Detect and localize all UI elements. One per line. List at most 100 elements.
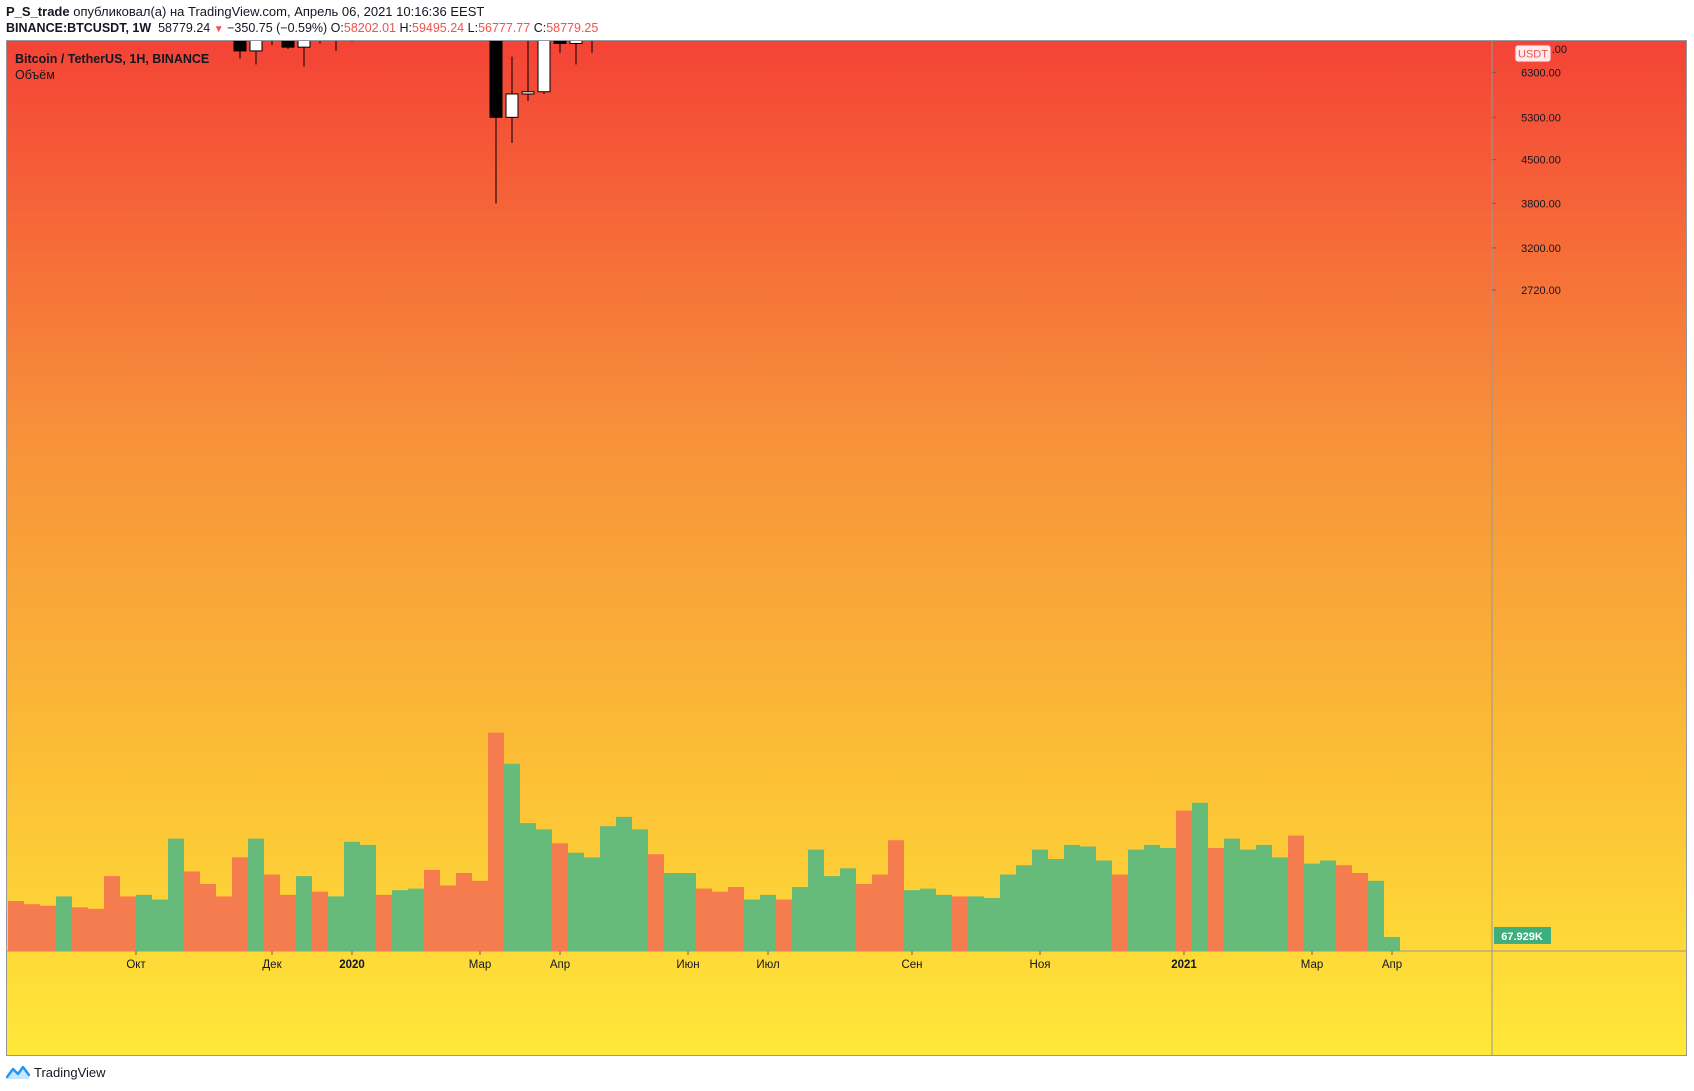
volume-bar[interactable]: [1080, 846, 1096, 951]
tradingview-footer[interactable]: TradingView: [6, 1064, 106, 1080]
volume-bar[interactable]: [104, 876, 120, 951]
volume-bar[interactable]: [568, 852, 584, 951]
candle[interactable]: [489, 41, 503, 118]
volume-bar[interactable]: [408, 888, 424, 951]
volume-bar[interactable]: [248, 838, 264, 951]
volume-bar[interactable]: [72, 907, 88, 951]
volume-bar[interactable]: [1224, 838, 1240, 951]
volume-bar[interactable]: [952, 896, 968, 951]
volume-bar[interactable]: [1368, 880, 1384, 951]
volume-bar[interactable]: [1032, 849, 1048, 951]
volume-bar[interactable]: [264, 874, 280, 951]
volume-bar[interactable]: [424, 869, 440, 951]
volume-bar[interactable]: [520, 823, 536, 951]
volume-bar[interactable]: [552, 843, 568, 951]
volume-bar[interactable]: [600, 826, 616, 951]
volume-bar[interactable]: [856, 883, 872, 951]
volume-bar[interactable]: [904, 890, 920, 951]
volume-bar[interactable]: [328, 896, 344, 951]
volume-bar[interactable]: [344, 841, 360, 951]
volume-bar[interactable]: [1048, 858, 1064, 951]
volume-bar[interactable]: [1176, 810, 1192, 951]
volume-bar[interactable]: [56, 896, 72, 951]
volume-bar[interactable]: [536, 829, 552, 951]
volume-bar[interactable]: [968, 896, 984, 951]
volume-bar[interactable]: [1272, 857, 1288, 951]
volume-bar[interactable]: [472, 880, 488, 951]
volume-bar[interactable]: [872, 874, 888, 951]
currency-badge[interactable]: [1514, 44, 1552, 63]
volume-bar[interactable]: [616, 816, 632, 951]
volume-bar[interactable]: [40, 905, 56, 951]
volume-bar[interactable]: [648, 854, 664, 951]
volume-bar[interactable]: [296, 876, 312, 951]
volume-bar[interactable]: [680, 873, 696, 951]
candle[interactable]: [553, 41, 567, 44]
volume-bar[interactable]: [168, 838, 184, 951]
candle[interactable]: [281, 41, 295, 48]
volume-bar[interactable]: [696, 888, 712, 951]
volume-bar[interactable]: [440, 885, 456, 951]
volume-bar[interactable]: [392, 890, 408, 951]
volume-bar[interactable]: [888, 840, 904, 951]
volume-bar[interactable]: [1208, 848, 1224, 951]
volume-bar[interactable]: [1112, 874, 1128, 951]
volume-bar[interactable]: [184, 871, 200, 951]
volume-bar[interactable]: [360, 844, 376, 951]
volume-bar[interactable]: [1096, 860, 1112, 951]
volume-bar[interactable]: [88, 908, 104, 951]
volume-bar[interactable]: [376, 894, 392, 951]
volume-bar[interactable]: [280, 894, 296, 951]
candle[interactable]: [521, 91, 535, 95]
volume-bar[interactable]: [1144, 844, 1160, 951]
volume-bar[interactable]: [200, 883, 216, 951]
volume-bar[interactable]: [136, 894, 152, 951]
volume-bar[interactable]: [1256, 844, 1272, 951]
volume-bar[interactable]: [936, 894, 952, 951]
volume-bar[interactable]: [1336, 865, 1352, 951]
author-name[interactable]: P_S_trade: [6, 4, 70, 19]
volume-bar[interactable]: [1064, 844, 1080, 951]
volume-bar[interactable]: [312, 891, 328, 951]
candle[interactable]: [537, 41, 551, 93]
volume-bar[interactable]: [1320, 860, 1336, 951]
volume-bar[interactable]: [232, 857, 248, 951]
volume-bar[interactable]: [584, 857, 600, 951]
volume-bar[interactable]: [760, 894, 776, 951]
volume-bar[interactable]: [1304, 863, 1320, 951]
candle[interactable]: [297, 41, 311, 48]
volume-bar[interactable]: [632, 829, 648, 951]
volume-bar[interactable]: [8, 901, 24, 951]
volume-bar[interactable]: [24, 904, 40, 951]
volume-bar[interactable]: [152, 899, 168, 951]
volume-bar[interactable]: [488, 732, 504, 951]
volume-bar[interactable]: [120, 896, 136, 951]
volume-bar[interactable]: [1352, 873, 1368, 951]
volume-bar[interactable]: [504, 763, 520, 951]
volume-bar[interactable]: [792, 887, 808, 951]
volume-bar[interactable]: [712, 891, 728, 951]
volume-bar[interactable]: [1384, 936, 1400, 951]
volume-bar[interactable]: [1016, 865, 1032, 951]
volume-bar[interactable]: [728, 887, 744, 951]
candle[interactable]: [505, 93, 519, 118]
volume-bar[interactable]: [1240, 849, 1256, 951]
volume-bar[interactable]: [1128, 849, 1144, 951]
candle[interactable]: [233, 41, 247, 52]
volume-bar[interactable]: [824, 876, 840, 951]
volume-bar[interactable]: [1288, 835, 1304, 951]
volume-bar[interactable]: [808, 849, 824, 951]
volume-bar[interactable]: [456, 873, 472, 951]
chart-area[interactable]: 300000.00250000.00210000.00170000.001400…: [6, 40, 1687, 1056]
candle[interactable]: [569, 41, 583, 44]
volume-bar[interactable]: [1000, 874, 1016, 951]
volume-bar[interactable]: [840, 868, 856, 951]
candle[interactable]: [249, 41, 263, 52]
volume-bar[interactable]: [664, 873, 680, 951]
volume-bar[interactable]: [216, 896, 232, 951]
volume-bar[interactable]: [1160, 848, 1176, 951]
chart-canvas[interactable]: 300000.00250000.00210000.00170000.001400…: [7, 41, 1687, 1056]
volume-bar[interactable]: [984, 897, 1000, 951]
volume-bar[interactable]: [744, 899, 760, 951]
volume-bar[interactable]: [776, 899, 792, 951]
